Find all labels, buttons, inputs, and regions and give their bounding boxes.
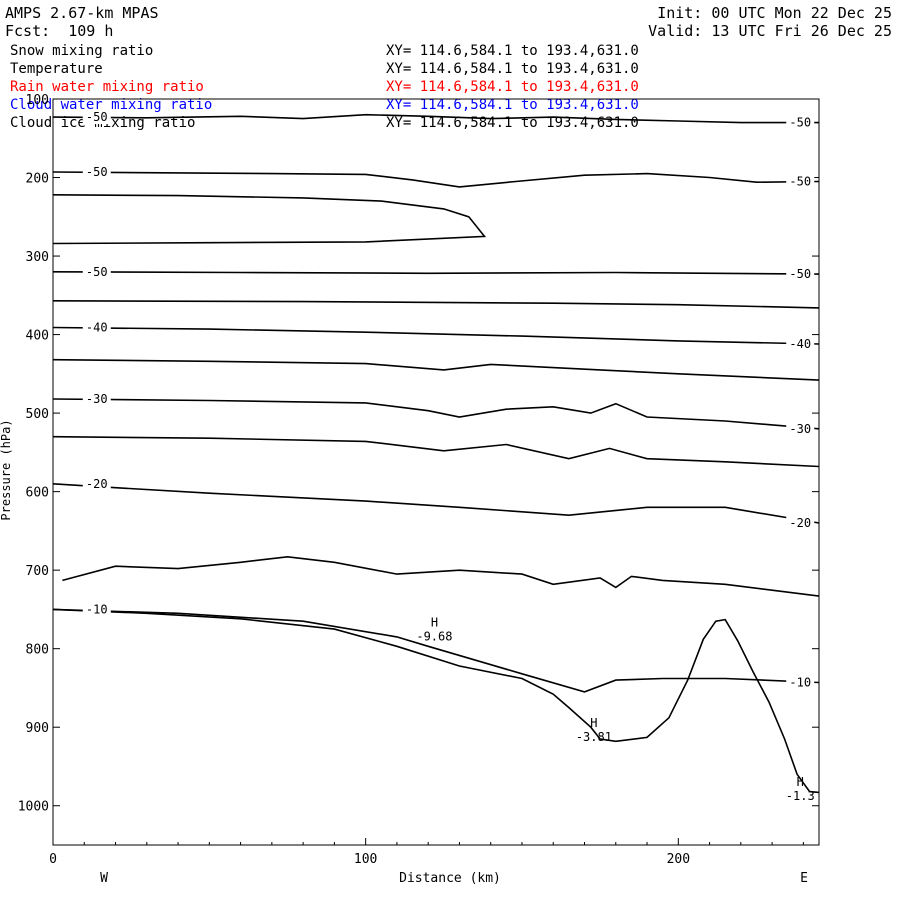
x-tick-label: 200 xyxy=(667,852,690,867)
field-xy-snow: XY= 114.6,584.1 to 193.4,631.0 xyxy=(386,43,639,59)
isotherm-label: -50 xyxy=(86,110,108,124)
high-value: -3.81 xyxy=(576,730,612,744)
isotherm-label: -50 xyxy=(86,265,108,279)
isotherm-line xyxy=(52,326,820,345)
isotherm-line xyxy=(52,270,820,275)
isotherm-label-bg xyxy=(82,602,111,617)
isotherm-label-bg xyxy=(786,675,815,690)
west-label: W xyxy=(100,871,108,886)
y-tick-label: 900 xyxy=(26,721,49,736)
x-axis-label: Distance (km) xyxy=(399,871,501,886)
isotherm-label: -30 xyxy=(789,422,811,436)
isotherm-label-bg xyxy=(82,476,111,491)
y-tick-label: 1000 xyxy=(18,800,49,815)
field-name-snow: Snow mixing ratio xyxy=(10,43,154,59)
isotherm-label-bg xyxy=(82,320,111,335)
field-name-temperature: Temperature xyxy=(10,61,103,77)
field-xy-rain: XY= 114.6,584.1 to 193.4,631.0 xyxy=(386,79,639,95)
isotherm-line xyxy=(52,194,487,245)
isotherm-line xyxy=(52,299,820,309)
isotherm-line xyxy=(52,358,820,381)
isotherm-label-bg xyxy=(786,115,815,130)
x-tick-label: 100 xyxy=(354,852,377,867)
east-label: E xyxy=(800,871,808,886)
init-time: Init: 00 UTC Mon 22 Dec 25 xyxy=(657,4,892,22)
y-tick-label: 500 xyxy=(26,407,49,422)
y-tick-label: 400 xyxy=(26,329,49,344)
high-marker: H xyxy=(431,616,438,630)
high-value: -9.68 xyxy=(416,630,452,644)
isotherm-label: -10 xyxy=(86,602,108,616)
isotherm-label: -40 xyxy=(86,321,108,335)
high-value: -1.3 xyxy=(786,789,815,803)
isotherm-label-bg xyxy=(786,337,815,352)
y-axis-label: Pressure (hPa) xyxy=(0,419,13,520)
model-title: AMPS 2.67-km MPAS xyxy=(5,4,159,22)
isotherm-label: -10 xyxy=(789,675,811,689)
high-marker: H xyxy=(797,775,804,789)
high-marker: H xyxy=(590,716,597,730)
valid-time: Valid: 13 UTC Fri 26 Dec 25 xyxy=(648,22,892,40)
y-tick-label: 600 xyxy=(26,486,49,501)
isotherm-label: -50 xyxy=(789,267,811,281)
isotherm-line xyxy=(52,113,819,124)
isotherm-label: -20 xyxy=(86,477,108,491)
y-tick-label: 800 xyxy=(26,643,49,658)
isotherm-label: -50 xyxy=(789,116,811,130)
isotherm-label: -50 xyxy=(86,165,108,179)
plot-frame xyxy=(52,98,820,846)
field-name-cloud-ice: Cloud ice mixing ratio xyxy=(10,115,196,131)
isotherm-line xyxy=(62,555,820,597)
isotherm-label: -20 xyxy=(789,516,811,530)
isotherm-label-bg xyxy=(82,391,111,406)
isotherm-line xyxy=(52,483,820,524)
x-tick-label: 0 xyxy=(49,852,57,867)
isotherm-label: -50 xyxy=(789,174,811,188)
isotherm-label: -30 xyxy=(86,392,108,406)
isotherm-label-bg xyxy=(786,267,815,282)
y-tick-label: 100 xyxy=(26,93,49,108)
field-name-rain: Rain water mixing ratio xyxy=(10,79,204,95)
field-name-cloud-water: Cloud water mixing ratio xyxy=(10,97,213,113)
y-tick-label: 700 xyxy=(26,564,49,579)
isotherm-label-bg xyxy=(786,516,815,531)
isotherm-line xyxy=(52,435,820,468)
y-tick-label: 300 xyxy=(26,250,49,265)
isotherm-label: -40 xyxy=(789,337,811,351)
isotherm-line xyxy=(52,171,820,188)
isotherm-label-bg xyxy=(786,421,815,436)
forecast-hour: Fcst: 109 h xyxy=(5,22,114,40)
isotherm-label-bg xyxy=(82,264,111,279)
isotherm-label-bg xyxy=(82,110,111,125)
isotherm-label-bg xyxy=(786,174,815,189)
y-tick-label: 200 xyxy=(26,172,49,187)
terrain-line xyxy=(52,608,820,794)
isotherm-line xyxy=(52,608,820,693)
isotherm-line xyxy=(52,398,820,430)
field-xy-cloud-water: XY= 114.6,584.1 to 193.4,631.0 xyxy=(386,97,639,113)
isotherm-label-bg xyxy=(82,165,111,180)
field-xy-temperature: XY= 114.6,584.1 to 193.4,631.0 xyxy=(386,61,639,77)
